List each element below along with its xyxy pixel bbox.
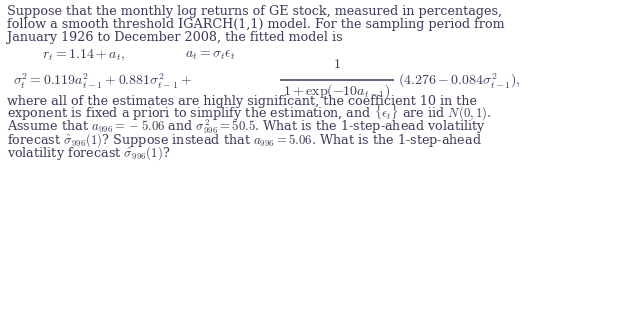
Text: follow a smooth threshold IGARCH(1,1) model. For the sampling period from: follow a smooth threshold IGARCH(1,1) mo… bbox=[7, 18, 505, 31]
Text: exponent is fixed a priori to simplify the estimation, and $\{\epsilon_t\}$ are : exponent is fixed a priori to simplify t… bbox=[7, 103, 491, 123]
Text: $\sigma_t^2 = 0.119a_{t-1}^2 + 0.881\sigma_{t-1}^2 +$: $\sigma_t^2 = 0.119a_{t-1}^2 + 0.881\sig… bbox=[13, 72, 192, 91]
Text: $1$: $1$ bbox=[333, 57, 341, 71]
Text: volatility forecast $\hat{\sigma}_{996}(1)$?: volatility forecast $\hat{\sigma}_{996}(… bbox=[7, 145, 170, 163]
Text: where all of the estimates are highly significant, the coefficient 10 in the: where all of the estimates are highly si… bbox=[7, 95, 477, 108]
Text: forecast $\hat{\sigma}_{996}(1)$? Suppose instead that $a_{996} = 5.06$. What is: forecast $\hat{\sigma}_{996}(1)$? Suppos… bbox=[7, 132, 482, 149]
Text: $1 + \exp(-10a_{t-1})$: $1 + \exp(-10a_{t-1})$ bbox=[283, 82, 391, 100]
Text: $(4.276 - 0.084\sigma_{t-1}^2),$: $(4.276 - 0.084\sigma_{t-1}^2),$ bbox=[398, 72, 521, 90]
Text: January 1926 to December 2008, the fitted model is: January 1926 to December 2008, the fitte… bbox=[7, 31, 342, 44]
Text: Assume that $a_{996} = -5.06$ and $\sigma_{996}^2 = 50.5$. What is the 1-step-ah: Assume that $a_{996} = -5.06$ and $\sigm… bbox=[7, 118, 486, 136]
Text: $a_t = \sigma_t\epsilon_t$: $a_t = \sigma_t\epsilon_t$ bbox=[185, 49, 236, 62]
Text: $r_t = 1.14 + a_t,$: $r_t = 1.14 + a_t,$ bbox=[42, 47, 125, 63]
Text: Suppose that the monthly log returns of GE stock, measured in percentages,: Suppose that the monthly log returns of … bbox=[7, 5, 502, 18]
